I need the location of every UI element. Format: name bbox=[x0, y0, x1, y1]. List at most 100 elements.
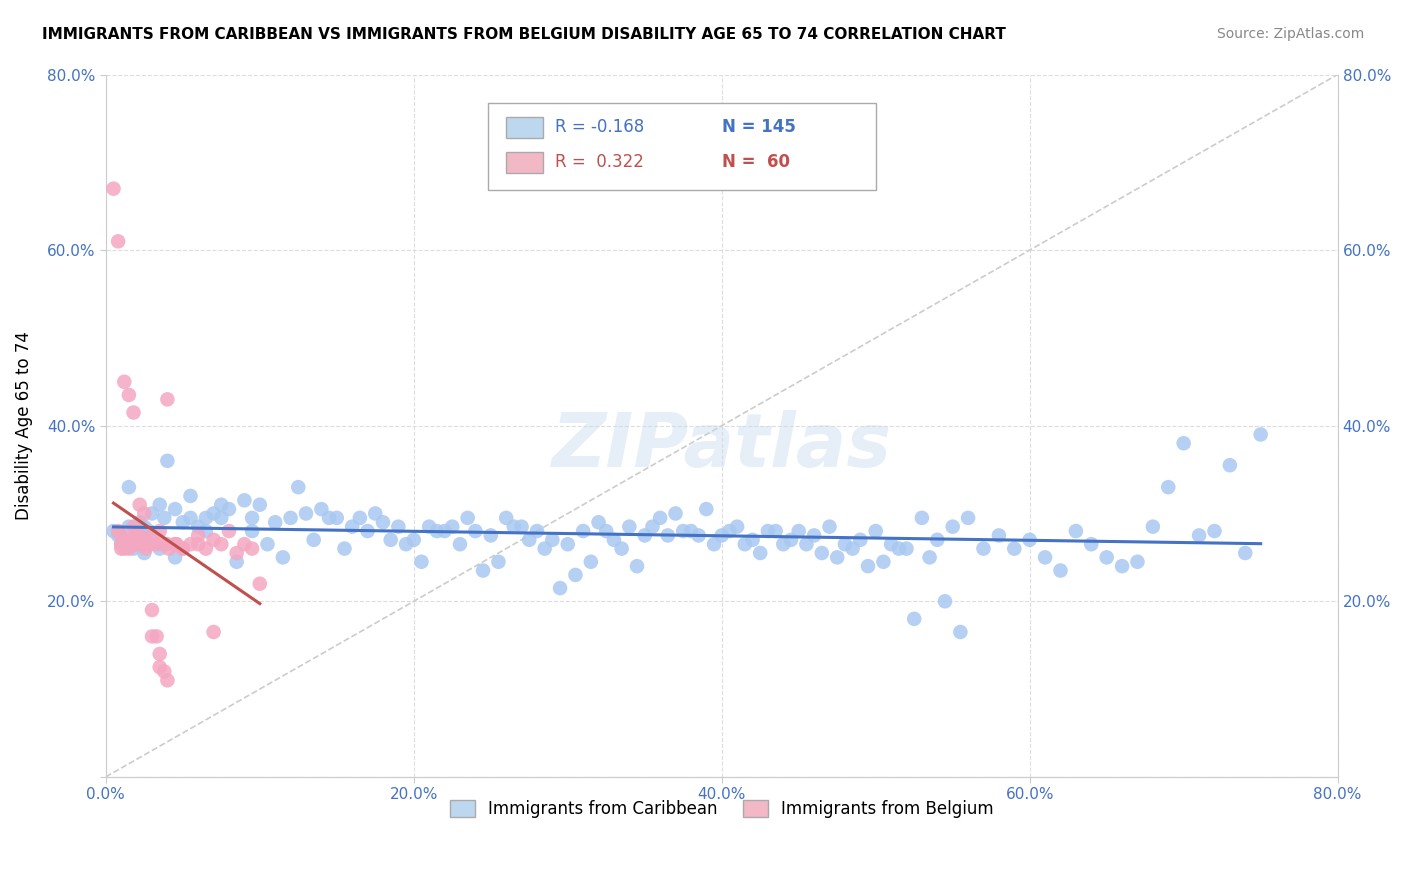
Point bbox=[887, 541, 910, 556]
Point bbox=[179, 537, 201, 551]
Point bbox=[725, 519, 748, 533]
Point bbox=[949, 625, 972, 640]
Point bbox=[141, 528, 163, 542]
Point bbox=[1095, 550, 1118, 565]
Point bbox=[1033, 550, 1056, 565]
Point bbox=[564, 568, 586, 582]
Point bbox=[326, 511, 349, 525]
Point bbox=[502, 519, 524, 533]
Point bbox=[364, 507, 387, 521]
Point bbox=[1173, 436, 1195, 450]
Point bbox=[225, 546, 247, 560]
Point bbox=[1142, 519, 1164, 533]
Point bbox=[626, 559, 648, 574]
Point bbox=[149, 541, 172, 556]
Point bbox=[110, 541, 132, 556]
Point bbox=[579, 555, 602, 569]
Point bbox=[125, 528, 148, 542]
Point bbox=[157, 541, 180, 556]
Point bbox=[118, 533, 141, 547]
Point bbox=[557, 537, 579, 551]
Point bbox=[218, 524, 240, 538]
Point bbox=[134, 533, 156, 547]
Point bbox=[495, 511, 517, 525]
Point bbox=[134, 507, 156, 521]
Point bbox=[138, 524, 160, 538]
Point bbox=[134, 519, 156, 533]
Text: IMMIGRANTS FROM CARIBBEAN VS IMMIGRANTS FROM BELGIUM DISABILITY AGE 65 TO 74 COR: IMMIGRANTS FROM CARIBBEAN VS IMMIGRANTS … bbox=[42, 27, 1007, 42]
Text: R = -0.168: R = -0.168 bbox=[555, 119, 645, 136]
Point bbox=[125, 533, 148, 547]
Point bbox=[603, 533, 626, 547]
Point bbox=[441, 519, 464, 533]
Point bbox=[107, 235, 129, 249]
Point bbox=[1049, 564, 1071, 578]
Point bbox=[179, 511, 201, 525]
Point bbox=[141, 603, 163, 617]
Point bbox=[103, 524, 125, 538]
Point bbox=[128, 528, 150, 542]
Point bbox=[118, 519, 141, 533]
Point bbox=[517, 533, 540, 547]
Point bbox=[464, 524, 486, 538]
Point bbox=[1234, 546, 1257, 560]
Point bbox=[911, 511, 934, 525]
Point bbox=[433, 524, 456, 538]
Point bbox=[194, 511, 217, 525]
Point bbox=[340, 519, 363, 533]
Point bbox=[156, 537, 179, 551]
Point bbox=[156, 392, 179, 407]
Point bbox=[664, 507, 686, 521]
Point bbox=[187, 519, 209, 533]
Point bbox=[179, 489, 201, 503]
Point bbox=[541, 533, 564, 547]
Point bbox=[803, 528, 825, 542]
Point bbox=[718, 524, 741, 538]
Point bbox=[122, 519, 145, 533]
Point bbox=[333, 541, 356, 556]
Point bbox=[896, 541, 918, 556]
Point bbox=[209, 498, 232, 512]
Point bbox=[1250, 427, 1272, 442]
Point bbox=[825, 550, 848, 565]
Point bbox=[641, 519, 664, 533]
Text: R =  0.322: R = 0.322 bbox=[555, 153, 644, 171]
Point bbox=[249, 498, 271, 512]
Legend: Immigrants from Caribbean, Immigrants from Belgium: Immigrants from Caribbean, Immigrants fr… bbox=[443, 793, 1000, 825]
Point bbox=[233, 537, 256, 551]
Point bbox=[1126, 555, 1149, 569]
Point bbox=[548, 581, 571, 595]
Point bbox=[112, 537, 135, 551]
Point bbox=[679, 524, 702, 538]
Point bbox=[118, 480, 141, 494]
Point bbox=[287, 480, 309, 494]
Point bbox=[149, 524, 172, 538]
Point bbox=[872, 555, 894, 569]
Point bbox=[1219, 458, 1241, 473]
Point bbox=[510, 519, 533, 533]
Point bbox=[225, 555, 247, 569]
Point bbox=[780, 533, 803, 547]
Point bbox=[349, 511, 371, 525]
FancyBboxPatch shape bbox=[506, 152, 543, 173]
Point bbox=[749, 546, 772, 560]
Point bbox=[695, 502, 717, 516]
Point bbox=[1157, 480, 1180, 494]
Point bbox=[449, 537, 471, 551]
Point bbox=[122, 405, 145, 419]
Point bbox=[166, 537, 188, 551]
Point bbox=[187, 528, 209, 542]
Point bbox=[765, 524, 787, 538]
Point bbox=[756, 524, 779, 538]
Point bbox=[145, 629, 167, 643]
Point bbox=[595, 524, 617, 538]
Point bbox=[987, 528, 1010, 542]
Point bbox=[128, 515, 150, 529]
Point bbox=[271, 550, 294, 565]
Point bbox=[1204, 524, 1226, 538]
Point bbox=[650, 511, 672, 525]
Point bbox=[588, 515, 610, 529]
Point bbox=[194, 524, 217, 538]
Point bbox=[426, 524, 449, 538]
Point bbox=[202, 533, 225, 547]
